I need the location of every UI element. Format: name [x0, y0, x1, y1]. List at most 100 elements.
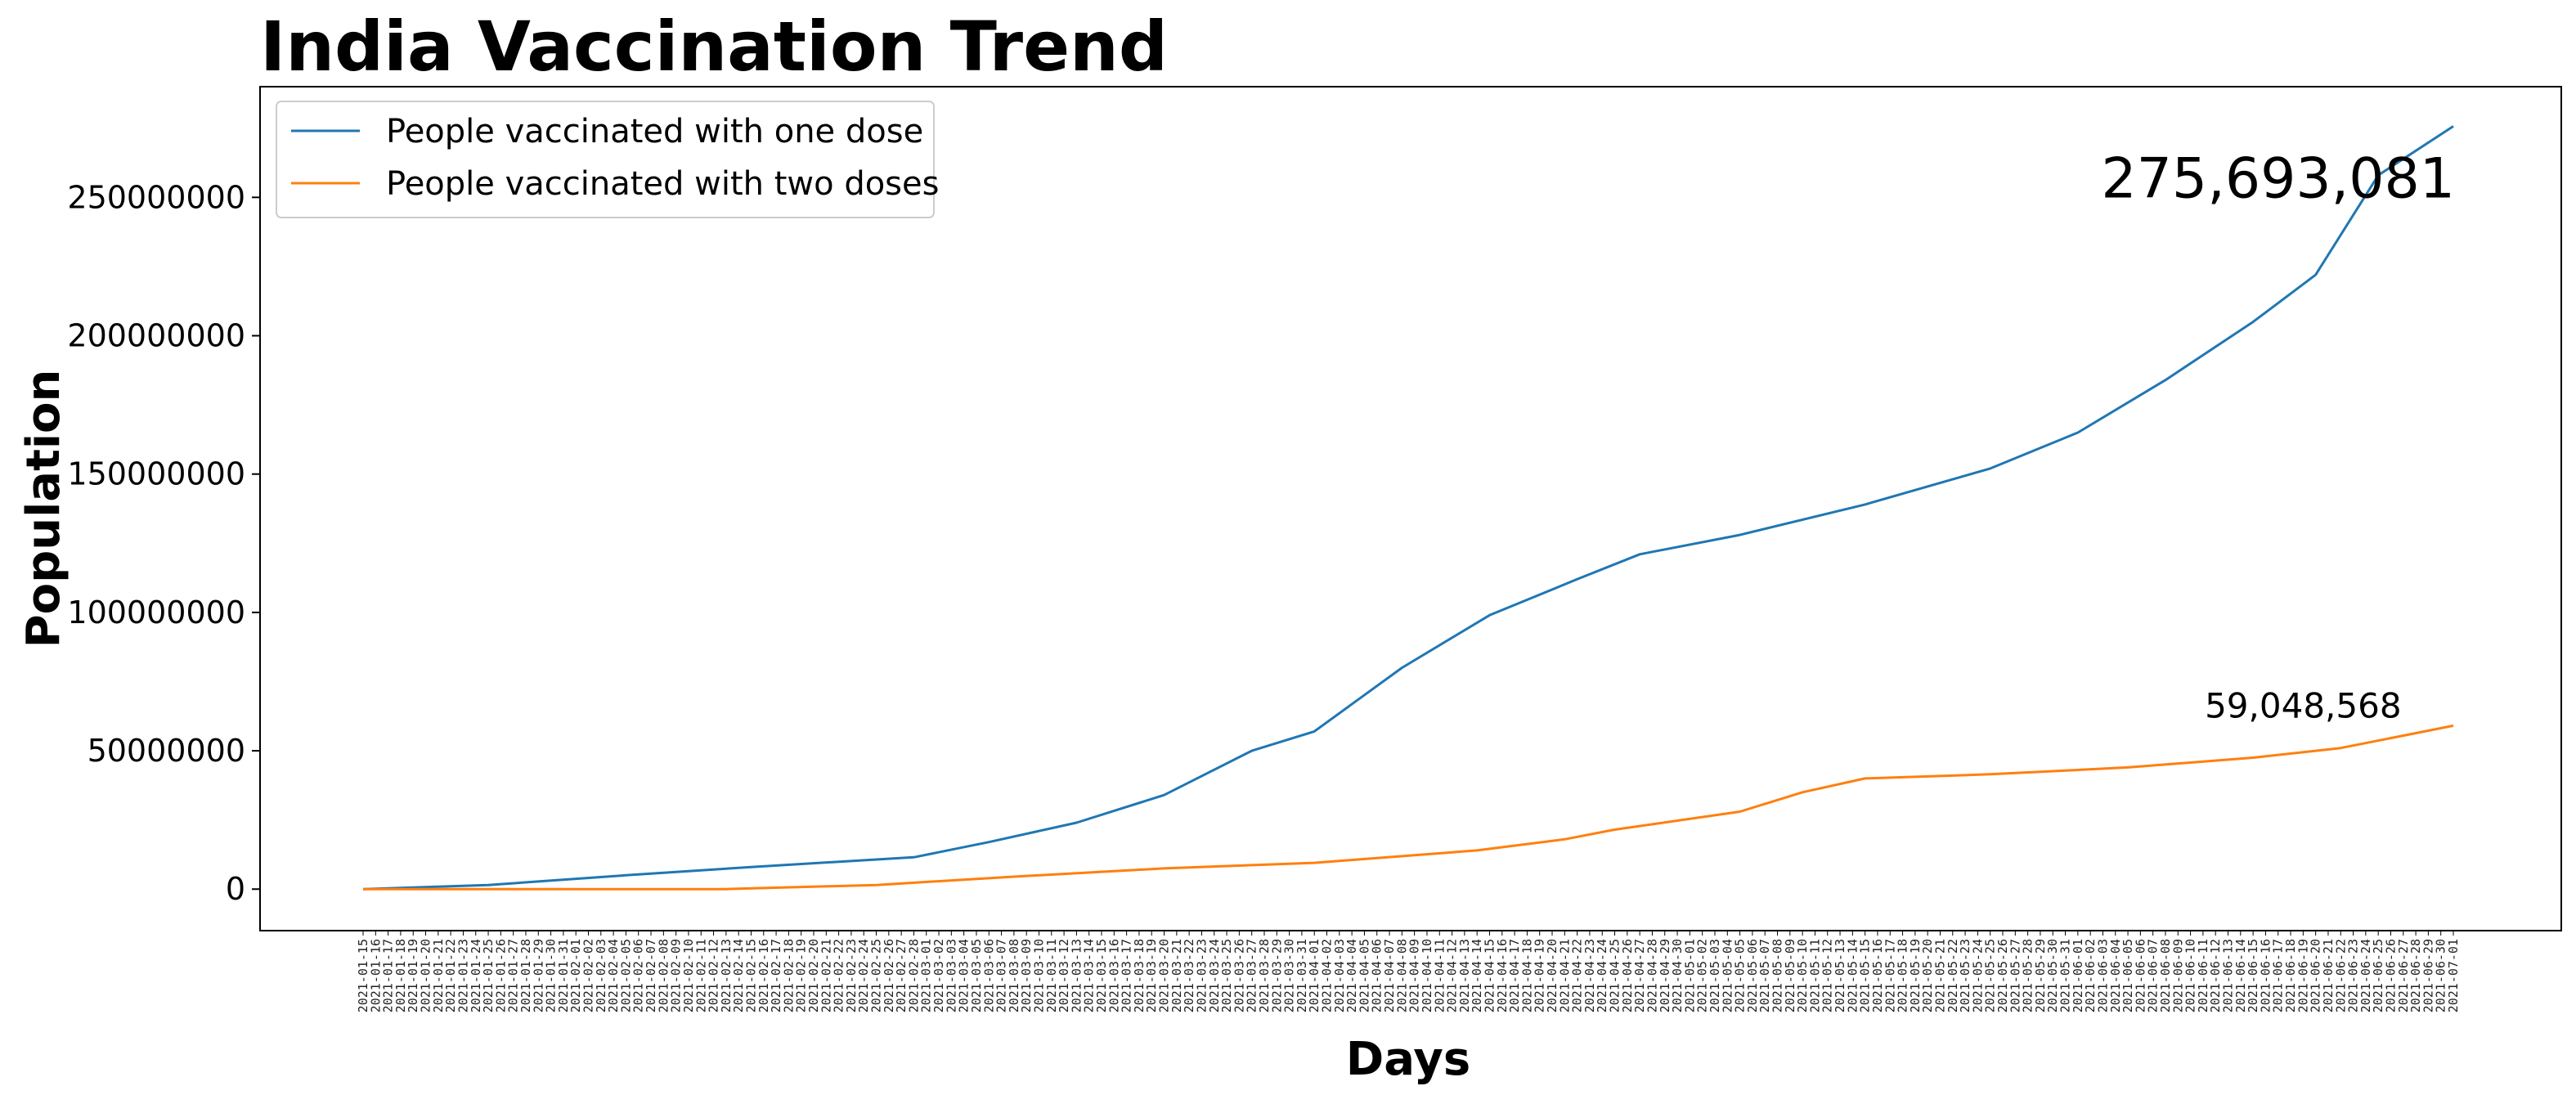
x-tick-label: 2021-05-15	[1858, 939, 1873, 1012]
x-tick-label: 2021-01-25	[481, 939, 496, 1012]
x-tick-label: 2021-04-04	[1344, 939, 1359, 1012]
x-tick-label: 2021-04-03	[1332, 939, 1347, 1012]
y-tick-label: 0	[226, 871, 245, 907]
x-tick-label: 2021-03-10	[1031, 939, 1046, 1012]
x-tick-label: 2021-06-18	[2283, 939, 2298, 1012]
x-tick-label: 2021-01-29	[531, 939, 545, 1012]
x-tick-label: 2021-03-05	[969, 939, 984, 1012]
x-tick-label: 2021-04-27	[1632, 939, 1647, 1012]
x-tick-label: 2021-04-26	[1620, 939, 1635, 1012]
x-tick-label: 2021-04-17	[1507, 939, 1522, 1012]
annotation-two-doses-total: 59,048,568	[2205, 685, 2401, 725]
x-tick-label: 2021-01-23	[456, 939, 470, 1012]
x-tick-label: 2021-06-24	[2358, 939, 2373, 1012]
x-tick-label: 2021-01-26	[493, 939, 508, 1012]
x-tick-label: 2021-05-25	[1983, 939, 1998, 1012]
x-tick-label: 2021-06-19	[2296, 939, 2310, 1012]
x-tick-label: 2021-04-09	[1407, 939, 1422, 1012]
x-tick-label: 2021-04-29	[1658, 939, 1672, 1012]
x-tick-label: 2021-03-11	[1044, 939, 1059, 1012]
x-tick-label: 2021-05-29	[2033, 939, 2048, 1012]
x-tick-label: 2021-06-27	[2396, 939, 2411, 1012]
x-tick-label: 2021-06-12	[2208, 939, 2223, 1012]
x-tick-label: 2021-03-27	[1245, 939, 1259, 1012]
x-tick-label: 2021-03-16	[1106, 939, 1121, 1012]
x-tick-label: 2021-05-16	[1870, 939, 1885, 1012]
x-tick-label: 2021-06-21	[2321, 939, 2336, 1012]
x-tick-label: 2021-02-28	[906, 939, 921, 1012]
x-tick-label: 2021-01-27	[506, 939, 521, 1012]
x-tick-label: 2021-06-01	[2071, 939, 2085, 1012]
x-tick-label: 2021-03-13	[1069, 939, 1084, 1012]
x-tick-label: 2021-02-04	[606, 939, 621, 1012]
x-tick-label: 2021-05-01	[1682, 939, 1697, 1012]
x-tick-label: 2021-05-31	[2058, 939, 2073, 1012]
x-tick-label: 2021-02-21	[819, 939, 833, 1012]
x-tick-label: 2021-05-27	[2008, 939, 2022, 1012]
x-tick-label: 2021-02-24	[856, 939, 871, 1012]
x-tick-label: 2021-03-09	[1019, 939, 1034, 1012]
x-tick-label: 2021-01-15	[356, 939, 370, 1012]
series-line-one-dose	[362, 125, 2454, 891]
series-line-two-doses	[363, 724, 2454, 891]
x-tick-label: 2021-04-06	[1370, 939, 1384, 1012]
x-tick-label: 2021-06-11	[2196, 939, 2210, 1012]
x-tick-label: 2021-04-05	[1357, 939, 1371, 1012]
legend-label-one-dose: People vaccinated with one dose	[386, 113, 923, 150]
x-tick-label: 2021-04-10	[1420, 939, 1434, 1012]
x-tick-label: 2021-05-14	[1845, 939, 1860, 1012]
x-tick-label: 2021-03-30	[1282, 939, 1297, 1012]
x-tick-label: 2021-02-01	[568, 939, 583, 1012]
x-tick-label: 2021-03-24	[1207, 939, 1222, 1012]
x-tick-label: 2021-04-30	[1670, 939, 1685, 1012]
x-tick-label: 2021-04-18	[1519, 939, 1534, 1012]
x-tick-label: 2021-04-12	[1445, 939, 1460, 1012]
x-tick-label: 2021-05-21	[1932, 939, 1947, 1012]
chart-title: India Vaccination Trend	[260, 7, 1168, 87]
x-tick-label: 2021-04-22	[1570, 939, 1585, 1012]
x-tick-label: 2021-03-14	[1082, 939, 1097, 1012]
x-tick-label: 2021-04-13	[1457, 939, 1472, 1012]
x-axis-title: Days	[1346, 1033, 1470, 1086]
x-tick-label: 2021-05-26	[1995, 939, 2010, 1012]
y-tick-label: 100000000	[67, 595, 245, 631]
x-tick-label: 2021-05-06	[1745, 939, 1760, 1012]
data-annotations: 275,693,081 59,048,568	[2101, 146, 2455, 725]
x-tick-label: 2021-01-17	[381, 939, 396, 1012]
x-tick-label: 2021-06-04	[2108, 939, 2123, 1012]
x-tick-label: 2021-03-31	[1295, 939, 1309, 1012]
x-tick-label: 2021-02-15	[743, 939, 758, 1012]
x-axis: 2021-01-152021-01-162021-01-172021-01-18…	[356, 931, 2461, 1012]
x-tick-label: 2021-06-15	[2246, 939, 2260, 1012]
x-tick-label: 2021-05-18	[1896, 939, 1910, 1012]
x-tick-label: 2021-04-21	[1557, 939, 1572, 1012]
x-tick-label: 2021-03-23	[1194, 939, 1209, 1012]
x-tick-label: 2021-02-23	[844, 939, 859, 1012]
x-tick-label: 2021-06-03	[2095, 939, 2110, 1012]
x-tick-label: 2021-06-13	[2221, 939, 2236, 1012]
x-tick-label: 2021-03-03	[944, 939, 958, 1012]
x-tick-label: 2021-06-22	[2333, 939, 2348, 1012]
x-tick-label: 2021-02-17	[769, 939, 783, 1012]
x-tick-label: 2021-03-20	[1157, 939, 1172, 1012]
x-tick-label: 2021-03-04	[957, 939, 972, 1012]
x-tick-label: 2021-05-02	[1695, 939, 1710, 1012]
series-lines	[362, 125, 2454, 891]
x-tick-label: 2021-05-22	[1945, 939, 1960, 1012]
x-tick-label: 2021-04-23	[1582, 939, 1597, 1012]
x-tick-label: 2021-03-07	[994, 939, 1009, 1012]
x-tick-label: 2021-02-19	[794, 939, 809, 1012]
x-tick-label: 2021-04-25	[1608, 939, 1622, 1012]
y-tick-label: 50000000	[88, 733, 245, 769]
x-tick-label: 2021-01-24	[469, 939, 483, 1012]
x-tick-label: 2021-02-27	[894, 939, 909, 1012]
y-axis-title: Population	[17, 370, 70, 648]
x-tick-label: 2021-02-14	[731, 939, 746, 1012]
x-tick-label: 2021-05-24	[1970, 939, 1985, 1012]
y-tick-label: 200000000	[67, 318, 245, 354]
x-tick-label: 2021-07-01	[2446, 939, 2461, 1012]
x-tick-label: 2021-06-02	[2083, 939, 2098, 1012]
x-tick-label: 2021-02-03	[594, 939, 608, 1012]
x-tick-label: 2021-05-09	[1783, 939, 1797, 1012]
